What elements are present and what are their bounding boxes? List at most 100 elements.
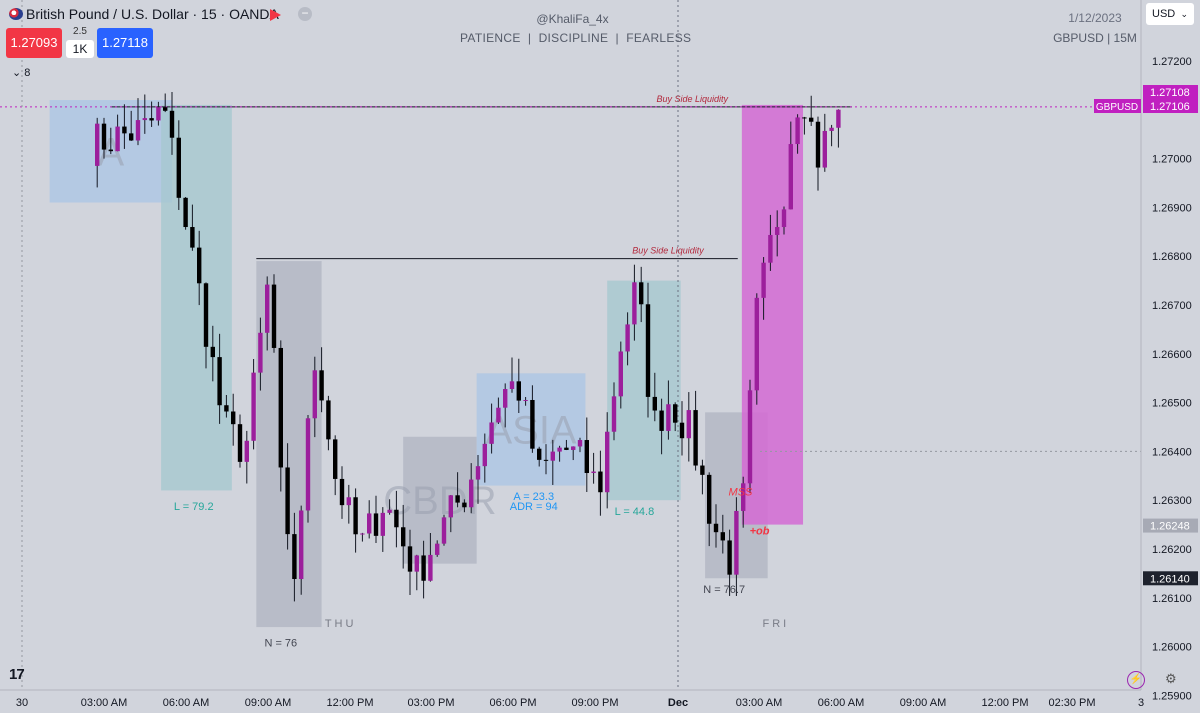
tradingview-logo[interactable]: 17 [9, 666, 25, 683]
price-tick-label: 1.26900 [1152, 202, 1192, 214]
liquidity-lines: Buy Side Liquidity Buy Side Liquidity [0, 0, 1141, 690]
chart-annotation: L = 79.2 [174, 501, 214, 513]
spread-value: 2.5 [73, 26, 87, 37]
candle-body [455, 495, 460, 503]
candle-body [645, 304, 651, 397]
candle-body [278, 347, 283, 468]
chart-annotation: N = 76 [264, 638, 297, 650]
sell-button[interactable]: 1.27093 [6, 28, 62, 58]
price-tick-label: 1.26000 [1152, 642, 1192, 654]
time-axis[interactable]: 30 03:00 AM 06:00 AM 09:00 AM 12:00 PM 03:00 … [16, 697, 1144, 709]
gear-icon[interactable]: ⚙ [1165, 671, 1177, 686]
price-tick-label: 1.27000 [1152, 154, 1192, 166]
candle-body [577, 440, 583, 447]
candle-body [571, 446, 576, 450]
candle-body [584, 440, 589, 474]
indicators-count: 8 [24, 67, 31, 79]
candle-body [210, 346, 215, 358]
chart-annotation: L = 44.8 [615, 506, 655, 518]
candle-body [836, 109, 841, 128]
candle-body [530, 399, 535, 449]
candle-body [380, 512, 385, 536]
candle-body [747, 390, 753, 484]
candle-body [707, 474, 712, 524]
candle-body [734, 510, 739, 575]
candle-body [673, 404, 678, 423]
price-tag [1143, 571, 1198, 586]
candle-body [564, 447, 569, 450]
candle-body [639, 282, 644, 305]
candle-body [686, 410, 691, 439]
candle-body [163, 107, 168, 111]
price-tick-label: 1.26500 [1152, 398, 1192, 410]
buy-button[interactable]: 1.27118 [97, 28, 153, 58]
candle-body [598, 471, 603, 493]
indicators-toggle[interactable]: ⌄ 8 [12, 66, 30, 79]
candle-body [217, 357, 222, 406]
chart-annotation: FRI [762, 618, 789, 630]
collapse-button[interactable]: − [298, 7, 312, 21]
candle-body [543, 459, 549, 461]
candle-body [550, 451, 555, 461]
candle-body [741, 483, 746, 511]
currency-select[interactable]: USD ⌄ [1146, 3, 1194, 25]
chart-annotation: +ob [750, 525, 770, 537]
candle-body [305, 418, 311, 511]
time-tick-label: Dec [668, 697, 688, 709]
candle-body [822, 130, 827, 168]
candle-body [407, 546, 413, 572]
symbol-tag-label: GBPUSD [1096, 102, 1138, 113]
candle-body [781, 209, 787, 228]
candle-body [761, 262, 766, 298]
candle-body [387, 509, 392, 513]
price-tick-label: 1.26100 [1152, 593, 1192, 605]
candle-body [802, 117, 807, 119]
chart-annotation: MSS [729, 486, 754, 498]
candle-body [142, 118, 147, 121]
candle-body [489, 422, 494, 444]
price-tick-label: 1.27200 [1152, 56, 1192, 68]
time-tick-label: 12:00 PM [981, 697, 1028, 709]
chevron-down-icon: ⌄ [12, 67, 22, 79]
candle-body [231, 411, 236, 425]
time-tick-label: 12:00 PM [326, 697, 373, 709]
candle-body [394, 509, 399, 528]
candle-body [421, 555, 426, 581]
price-axis[interactable]: 1.27200 1.27000 1.26900 1.26800 1.26700 1.266… [1152, 56, 1192, 702]
pair-watermark: GBPUSD | 15M [1053, 31, 1137, 45]
time-tick-label: 09:00 PM [571, 697, 618, 709]
candle-body [169, 110, 175, 138]
price-tags: 1.27108 1.27106 GBPUSD 1.26248 1.26140 [1094, 85, 1198, 586]
candle-body [197, 247, 202, 284]
candle-body [203, 283, 209, 347]
liquidity-label: Buy Side Liquidity [632, 246, 704, 256]
price-tag-label: 1.27106 [1150, 101, 1190, 113]
bolt-icon[interactable]: ⚡ [1127, 671, 1145, 689]
candle-body [469, 479, 474, 508]
candle-body [503, 389, 508, 408]
candle-body [244, 440, 249, 462]
symbol-title[interactable]: British Pound / U.S. Dollar · 15 · OANDA [26, 6, 279, 22]
candle-body [428, 554, 433, 581]
candle-body [95, 123, 100, 166]
candle-body [149, 118, 154, 121]
candle-body [326, 400, 331, 440]
chart-annotation: N = 76.7 [703, 584, 745, 596]
candle-body [713, 523, 719, 533]
currency-label: USD [1152, 8, 1176, 20]
candle-body [509, 381, 515, 390]
chart-annotation: ADR = 94 [510, 501, 558, 513]
time-tick-label: 02:30 PM [1048, 697, 1095, 709]
candle-body [373, 513, 379, 536]
red-flag-icon[interactable] [270, 9, 281, 21]
candle-body [122, 126, 127, 134]
candle-body [523, 399, 528, 401]
time-tick-label: 3 [1138, 697, 1144, 709]
candle-body [360, 533, 365, 535]
quantity-input[interactable]: 1K [66, 40, 94, 58]
price-tag [1143, 99, 1198, 113]
price-tick-label: 1.25900 [1152, 690, 1192, 702]
price-tick-label: 1.26800 [1152, 251, 1192, 263]
candle-body [156, 107, 161, 121]
